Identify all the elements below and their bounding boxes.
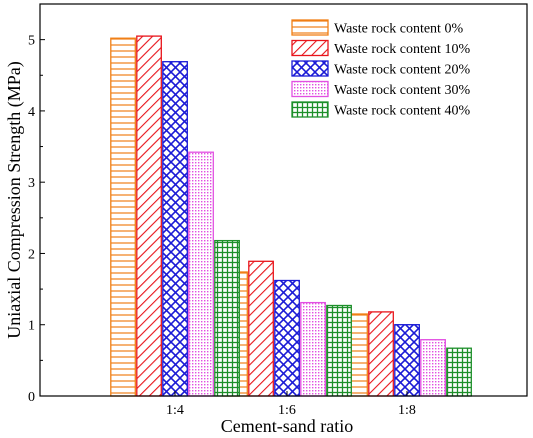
legend-swatch-4 (291, 101, 329, 118)
legend-swatch-2 (291, 60, 329, 77)
legend-label-1: Waste rock content 10% (334, 42, 470, 57)
y-axis-title: Uniaxial Compression Strength (MPa) (4, 61, 25, 338)
bars-layer (110, 35, 472, 397)
y-tick-label: 0 (28, 390, 35, 405)
legend-label-0: Waste rock content 0% (334, 22, 463, 37)
bar-1-6-series-3 (300, 301, 326, 397)
bar-1-4-series-4 (214, 239, 240, 397)
y-tick-label: 3 (28, 176, 35, 191)
bar-1-4-series-1 (136, 35, 162, 397)
x-tick-label: 1:4 (166, 403, 184, 418)
bar-1-6-series-2 (274, 279, 300, 397)
bar-1-6-series-1 (248, 260, 274, 397)
legend-label-2: Waste rock content 20% (334, 63, 470, 78)
y-tick-label: 4 (28, 105, 35, 120)
y-tick-label: 5 (28, 34, 35, 49)
x-axis-title: Cement-sand ratio (221, 416, 353, 436)
legend-label-3: Waste rock content 30% (334, 83, 470, 98)
x-tick-label: 1:8 (398, 403, 416, 418)
legend-swatch-3 (291, 80, 329, 98)
bar-1-8-series-3 (420, 339, 446, 397)
bar-1-8-series-1 (368, 311, 394, 397)
bar-1-8-series-2 (394, 324, 420, 397)
x-tick-label: 1:6 (278, 403, 296, 418)
bar-1-4-series-2 (162, 61, 188, 397)
bar-1-4-series-3 (188, 151, 214, 397)
legend-swatch-0 (291, 19, 329, 36)
legend: Waste rock content 0% Waste rock content … (291, 19, 470, 119)
bar-1-6-series-4 (326, 304, 352, 397)
legend-swatch-1 (291, 39, 329, 57)
axes: 0 1 2 3 4 5 1:4 1:6 1:8 (28, 3, 528, 418)
bar-1-8-series-4 (446, 347, 472, 397)
y-tick-label: 1 (28, 319, 35, 334)
legend-label-4: Waste rock content 40% (334, 104, 470, 119)
bar-1-4-series-0 (110, 37, 136, 397)
y-tick-label: 2 (28, 247, 35, 262)
plot-frame (39, 3, 528, 397)
